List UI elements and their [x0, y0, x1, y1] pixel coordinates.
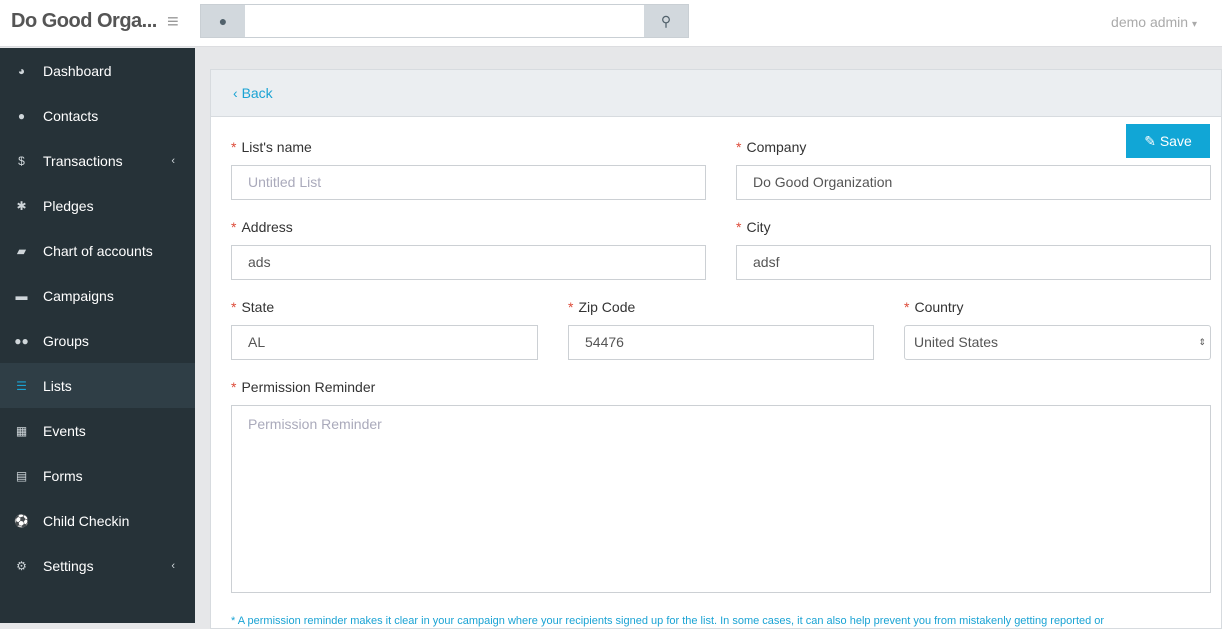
sidebar-item-label: Lists	[43, 377, 72, 394]
sidebar-item-label: Chart of accounts	[43, 242, 153, 259]
chevron-left-icon: ‹	[171, 154, 175, 167]
sidebar-item-child-checkin[interactable]: ⚽ Child Checkin	[0, 498, 195, 543]
book-icon: ▰	[16, 243, 27, 258]
search-input[interactable]	[245, 5, 644, 37]
sidebar-item-lists[interactable]: ☰ Lists	[0, 363, 195, 408]
form-icon: ▤	[15, 468, 28, 483]
zip-label: * Zip Code	[568, 299, 636, 315]
company-label: * Company	[736, 139, 807, 155]
back-label: Back	[241, 85, 273, 101]
save-label: Save	[1159, 132, 1192, 149]
sidebar-item-label: Dashboard	[43, 62, 112, 79]
sidebar-item-chart-of-accounts[interactable]: ▰ Chart of accounts	[0, 228, 195, 273]
save-button[interactable]: ✎ Save	[1126, 124, 1210, 158]
sidebar-item-label: Groups	[43, 332, 89, 349]
sidebar-item-label: Contacts	[43, 107, 99, 124]
sidebar-item-dashboard[interactable]: ◕ Dashboard	[0, 48, 195, 93]
form-panel: ‹ Back ✎ Save * List's name Untitled List…	[210, 69, 1222, 629]
users-icon: ●●	[14, 333, 29, 348]
user-menu[interactable]: demo admin ▾	[1111, 14, 1197, 30]
permission-reminder-textarea[interactable]: Permission Reminder	[231, 405, 1211, 593]
sidebar-item-groups[interactable]: ●● Groups	[0, 318, 195, 363]
sidebar-item-label: Forms	[43, 467, 83, 484]
back-link[interactable]: ‹ Back	[233, 85, 273, 101]
sidebar-item-label: Campaigns	[43, 287, 114, 304]
permission-reminder-label: * Permission Reminder	[231, 379, 376, 395]
state-input[interactable]: AL	[231, 325, 538, 360]
gear-icon: ⚙	[16, 558, 27, 573]
dashboard-icon: ◕	[17, 63, 26, 78]
sidebar-item-pledges[interactable]: ✱ Pledges	[0, 183, 195, 228]
sidebar-item-contacts[interactable]: ● Contacts	[0, 93, 195, 138]
user-name: demo admin	[1111, 14, 1189, 30]
address-label: * Address	[231, 219, 293, 235]
sidebar-item-label: Settings	[43, 557, 94, 574]
user-icon: ●	[201, 5, 245, 37]
permission-note: * A permission reminder makes it clear i…	[231, 615, 1105, 627]
panel-header: ‹ Back	[211, 70, 1221, 117]
zip-input[interactable]: 54476	[568, 325, 874, 360]
chevron-left-icon: ‹	[171, 559, 175, 572]
city-label: * City	[736, 219, 771, 235]
briefcase-icon: ▬	[15, 288, 28, 303]
list-icon: ☰	[16, 378, 27, 393]
search-button[interactable]: ⚲	[644, 5, 688, 37]
country-select[interactable]: United States ⇕	[904, 325, 1211, 360]
sidebar-item-label: Events	[43, 422, 86, 439]
company-input[interactable]: Do Good Organization	[736, 165, 1211, 200]
sidebar-item-settings[interactable]: ⚙ Settings ‹	[0, 543, 195, 588]
caret-down-icon: ▾	[1191, 19, 1197, 30]
sidebar: ◕ Dashboard ● Contacts $ Transactions ‹ ✱ Pledge…	[0, 48, 195, 623]
soccer-ball-icon: ⚽	[14, 513, 29, 528]
calendar-icon: ▦	[15, 423, 28, 438]
edit-icon: ✎	[1144, 132, 1156, 149]
brand[interactable]: Do Good Orga...	[11, 10, 157, 32]
sidebar-item-transactions[interactable]: $ Transactions ‹	[0, 138, 195, 183]
asterisk-icon: ✱	[16, 198, 27, 213]
country-label: * Country	[904, 299, 964, 315]
select-arrows-icon: ⇕	[1198, 337, 1206, 347]
state-label: * State	[231, 299, 275, 315]
sidebar-item-events[interactable]: ▦ Events	[0, 408, 195, 453]
dollar-icon: $	[18, 153, 25, 168]
menu-toggle-icon[interactable]: ≡	[167, 11, 179, 33]
sidebar-item-campaigns[interactable]: ▬ Campaigns	[0, 273, 195, 318]
sidebar-item-label: Transactions	[43, 152, 123, 169]
city-input[interactable]: adsf	[736, 245, 1211, 280]
address-input[interactable]: ads	[231, 245, 706, 280]
user-icon: ●	[17, 108, 26, 123]
sidebar-item-forms[interactable]: ▤ Forms	[0, 453, 195, 498]
chevron-left-icon: ‹	[233, 85, 238, 101]
sidebar-item-label: Pledges	[43, 197, 94, 214]
list-name-input[interactable]: Untitled List	[231, 165, 706, 200]
search-bar: ● ⚲	[200, 4, 689, 38]
list-name-label: * List's name	[231, 139, 312, 155]
top-bar: Do Good Orga... ≡ ● ⚲ demo admin ▾	[0, 0, 1222, 47]
sidebar-item-label: Child Checkin	[43, 512, 130, 529]
